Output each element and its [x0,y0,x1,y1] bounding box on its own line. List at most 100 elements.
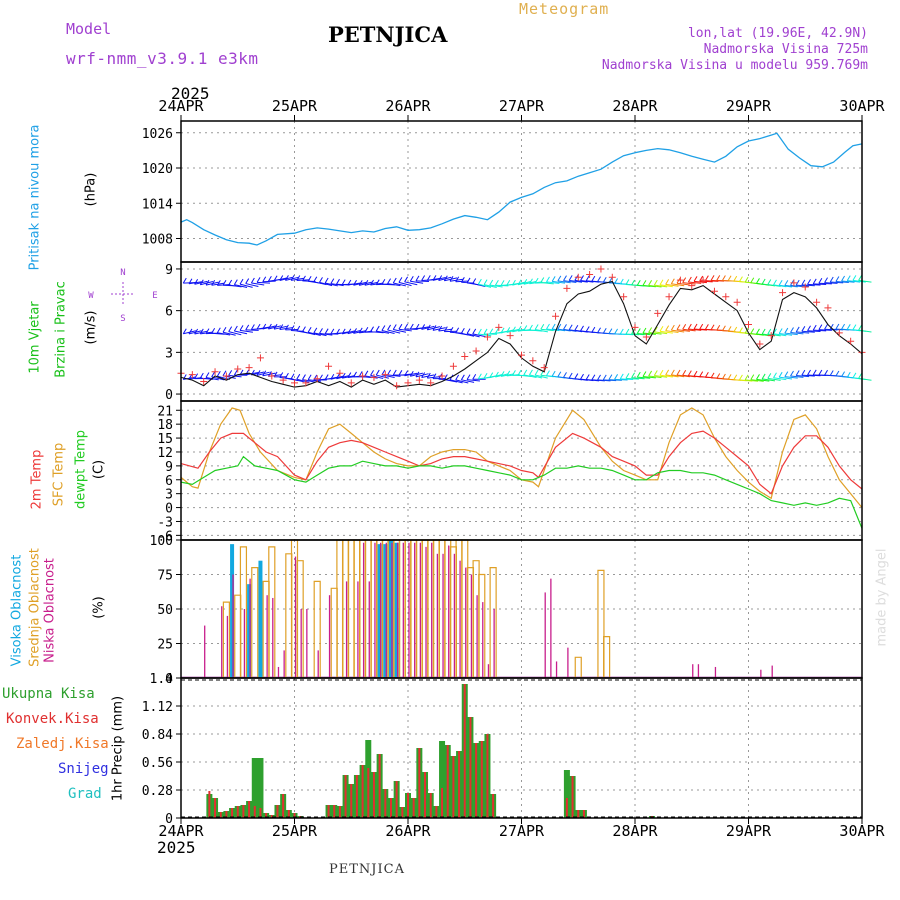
precip-grad-label: Grad [68,786,102,802]
wind-barb [693,280,708,284]
wind-barb-flag [750,328,755,334]
wind-barb [376,330,390,334]
precip-conv-bar [242,805,245,818]
wind-barb-flag [563,275,567,281]
wind-barb [654,284,668,288]
wind-barb-flag [472,328,477,335]
wind-barb-flag [710,275,715,281]
wind-barb-flag [529,369,533,376]
wind-barb-flag [659,325,664,332]
date-label-top: 28APR [612,97,658,115]
wind-barb-flag [795,326,800,333]
wind-barb [427,326,441,331]
wind-barb-flag [704,324,709,330]
wind-barb-flag [381,325,386,331]
wind-barb-flag [619,278,624,285]
wind-barb [523,374,537,378]
wind-barb-flag [602,276,607,283]
wind-barb-flag [199,328,204,335]
cloud-bar-mid [268,546,276,678]
wind-barb-flag [642,280,647,286]
wind-gust-marker [835,329,843,337]
wind-barb-flag [511,370,516,376]
wind-barb [659,284,673,288]
wind-tick-label: 6 [165,305,173,320]
cloud-bar-high [377,544,382,678]
wind-barb-flag [455,374,460,381]
precip-conv-bar [270,815,273,818]
wind-barb-flag [483,279,488,285]
wind-gust-marker [586,271,594,279]
wind-barb [387,329,401,334]
date-label-top: 27APR [499,97,545,115]
wind-barb-flag [591,326,596,333]
wind-barb [222,331,236,336]
cloud-bar-high [394,542,399,678]
wind-barb-flag [761,278,766,285]
wind-barb [228,284,242,288]
clouds-tick-label: 100 [150,534,173,549]
wind-barb-flag [693,323,698,330]
wind-gust-marker [710,287,718,295]
wind-barb-flag [205,279,210,286]
precip-conv-bar [355,775,358,818]
wind-barb-flag [188,328,193,335]
wind-barb-flag [460,277,465,283]
wind-barb [257,281,271,284]
wind-barb [552,280,566,284]
date-label-bottom: 29APR [726,822,772,840]
wind-barb-flag [324,277,329,284]
wind-barb [847,280,861,283]
wind-barb [319,332,333,336]
precip-conv-bar [384,789,387,818]
wind-barb-flag [790,327,794,333]
wind-barb-flag [222,370,227,377]
wind-gust-marker [847,337,855,345]
precip-conv-bar [367,768,370,818]
precip-total-bar [257,758,264,818]
wind-barb-flag [812,369,817,376]
precip-conv-bar [372,772,375,818]
precip-conv-bar [361,765,364,818]
wind-barb [535,329,548,333]
wind-barb-flag [387,369,391,376]
wind-barb-flag [262,323,267,330]
wind-barb-flag [591,275,596,282]
wind-barb-flag [767,373,772,379]
wind-barb [245,283,259,288]
wind-barb-flag [733,326,738,333]
wind-barb-flag [682,277,687,283]
date-label-bottom: 24APR [158,822,204,840]
wind-barb-flag [381,278,386,285]
wind-barb-flag [574,275,579,281]
cloud-bar-mid [313,580,321,678]
wind-barb-flag [296,275,301,281]
wind-barb [239,283,253,288]
wind-barb-flag [738,327,743,333]
wind-barb-flag [625,279,630,285]
wind-barb-flag [738,276,743,282]
precip-total-bar [251,758,258,818]
cloud-bar-mid [296,560,304,678]
wind-barb [830,281,844,284]
wind-barb [415,280,429,283]
wind-barb-flag [665,369,670,376]
wind-barb-flag [211,280,216,286]
wind-barb-flag [568,324,573,331]
wind-barb-flag [302,326,306,332]
wind-barb-flag [460,328,465,334]
wind-barb-flag [449,326,454,333]
pressure-frame [180,120,863,263]
wind-barb-flag [364,370,369,377]
wind-gust-marker [325,362,333,370]
wind-gust-marker [756,340,764,348]
wind-barb-flag [233,369,238,376]
wind-barb-flag [409,370,414,377]
compass-e: E [152,291,157,301]
wind-barb-flag [523,369,528,376]
wind-barb [813,283,827,286]
wind-barb-flag [222,279,227,286]
precip-conv-bar [231,808,234,818]
wind-gust-marker [449,362,457,370]
wind-barb-flag [648,280,653,286]
